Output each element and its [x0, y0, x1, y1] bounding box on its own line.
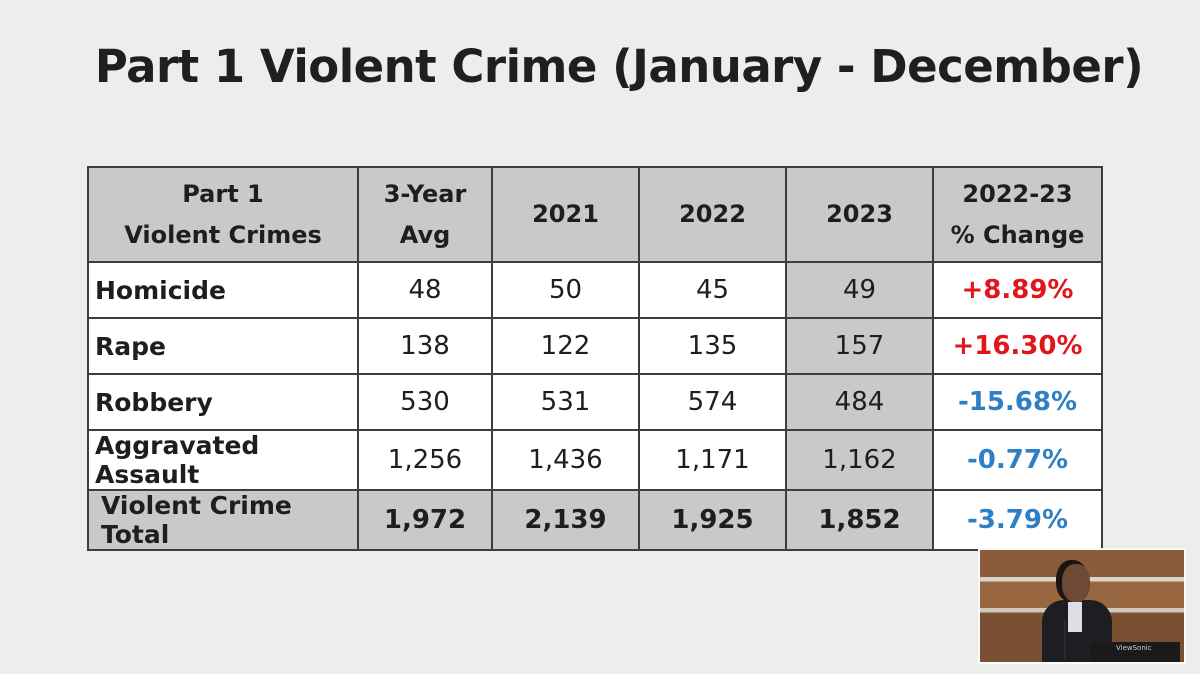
presenter-figure	[1040, 564, 1112, 662]
cell-pct-change: -15.68%	[932, 373, 1103, 431]
header-crime-type-line1: Part 1	[182, 179, 264, 208]
cell-2022: 45	[638, 261, 787, 319]
row-label: Aggravated Assault	[87, 429, 359, 491]
cell-3yr-avg: 48	[357, 261, 493, 319]
cell-2022: 574	[638, 373, 787, 431]
total-2022: 1,925	[638, 489, 787, 551]
cell-3yr-avg: 1,256	[357, 429, 493, 491]
header-crime-type-line2: Violent Crimes	[124, 220, 322, 249]
cell-2021: 122	[491, 317, 640, 375]
table-row-rape: Rape 138 122 135 157 +16.30%	[87, 317, 1103, 375]
header-2021: 2021	[491, 166, 640, 263]
cell-2023: 49	[785, 261, 934, 319]
presenter-shirt	[1068, 602, 1082, 632]
header-3yr-avg: 3-Year Avg	[357, 166, 493, 263]
presenter-head	[1062, 564, 1090, 602]
header-pct-change-line2: % Change	[950, 220, 1085, 249]
row-label: Homicide	[87, 261, 359, 319]
cell-2021: 50	[491, 261, 640, 319]
total-2021: 2,139	[491, 489, 640, 551]
table-row-total: Violent Crime Total 1,972 2,139 1,925 1,…	[87, 489, 1103, 551]
total-2023: 1,852	[785, 489, 934, 551]
header-2023: 2023	[785, 166, 934, 263]
slide-title: Part 1 Violent Crime (January - December…	[94, 40, 1144, 93]
violent-crime-table: Part 1 Violent Crimes 3-Year Avg 2021 20…	[87, 166, 1103, 551]
cell-3yr-avg: 138	[357, 317, 493, 375]
table-row-homicide: Homicide 48 50 45 49 +8.89%	[87, 261, 1103, 319]
table-header-row: Part 1 Violent Crimes 3-Year Avg 2021 20…	[87, 166, 1103, 263]
cell-2022: 135	[638, 317, 787, 375]
cell-2021: 1,436	[491, 429, 640, 491]
header-crime-type: Part 1 Violent Crimes	[87, 166, 359, 263]
cell-2023: 157	[785, 317, 934, 375]
microphone	[1064, 620, 1066, 660]
total-pct-change: -3.79%	[932, 489, 1103, 551]
header-pct-change: 2022-23 % Change	[932, 166, 1103, 263]
header-2022: 2022	[638, 166, 787, 263]
cell-3yr-avg: 530	[357, 373, 493, 431]
header-pct-change-line1: 2022-23	[962, 179, 1073, 208]
cell-pct-change: -0.77%	[932, 429, 1103, 491]
table-row-aggravated-assault: Aggravated Assault 1,256 1,436 1,171 1,1…	[87, 429, 1103, 491]
header-3yr-avg-line1: 3-Year	[383, 179, 467, 208]
table-row-robbery: Robbery 530 531 574 484 -15.68%	[87, 373, 1103, 431]
row-label: Rape	[87, 317, 359, 375]
cell-2023: 1,162	[785, 429, 934, 491]
cell-2021: 531	[491, 373, 640, 431]
cell-2023: 484	[785, 373, 934, 431]
podium-monitor: ViewSonic	[1090, 642, 1180, 662]
total-label: Violent Crime Total	[87, 489, 359, 551]
cell-2022: 1,171	[638, 429, 787, 491]
monitor-brand: ViewSonic	[1116, 644, 1152, 652]
header-3yr-avg-line2: Avg	[399, 220, 451, 249]
cell-pct-change: +8.89%	[932, 261, 1103, 319]
total-3yr-avg: 1,972	[357, 489, 493, 551]
row-label: Robbery	[87, 373, 359, 431]
cell-pct-change: +16.30%	[932, 317, 1103, 375]
webcam-overlay: ViewSonic	[978, 548, 1186, 664]
